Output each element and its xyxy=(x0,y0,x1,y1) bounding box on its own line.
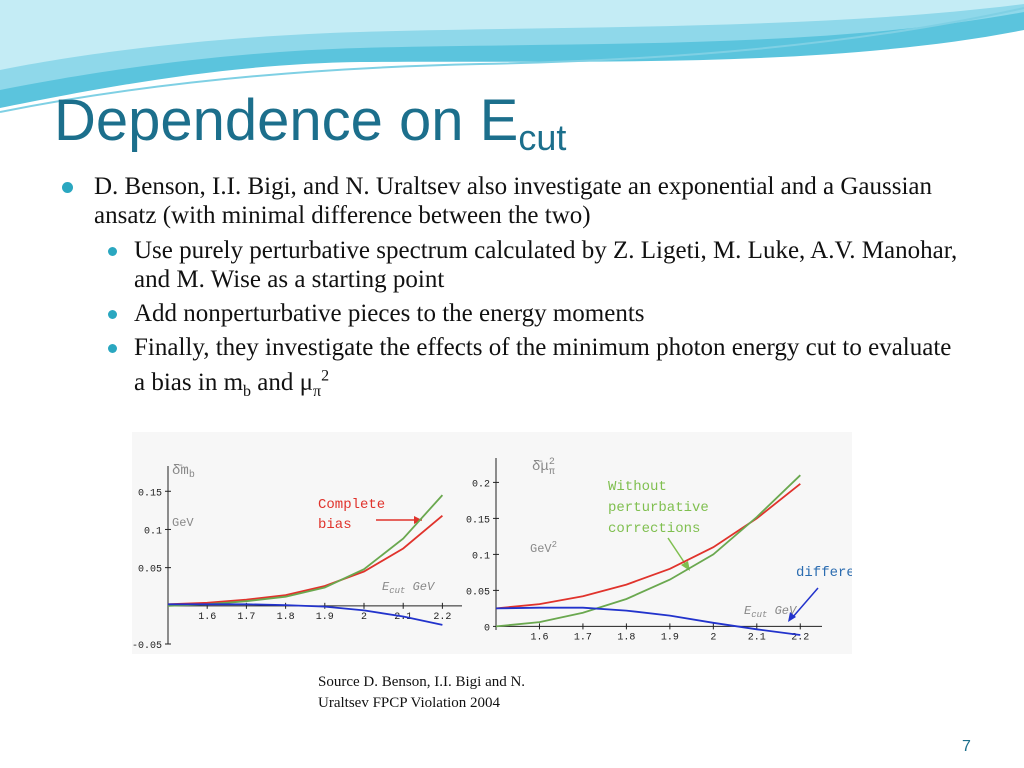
bullet-dot-icon xyxy=(108,344,117,353)
plot-delta-mb: δ̄mb GeV Ecut GeV Complete bias 1.6 1.7 1.… xyxy=(132,463,462,652)
arrow-head-icon xyxy=(788,612,796,622)
annotation-complete: Complete xyxy=(318,497,385,513)
bullet-dot-icon xyxy=(62,182,73,193)
annotation-difference: difference xyxy=(796,565,852,581)
annotation-without: Without xyxy=(608,479,667,495)
bullet-level2: Use purely perturbative spectrum calcula… xyxy=(62,236,962,294)
bullet-list: D. Benson, I.I. Bigi, and N. Uraltsev al… xyxy=(62,172,962,411)
plot-delta-mupi: δ̄μ2 π GeV2 Ecut GeV Without perturbative… xyxy=(466,457,852,643)
x-tick-label: 2 xyxy=(710,632,716,643)
source-citation: Source D. Benson, I.I. Bigi and N. Uralt… xyxy=(318,674,526,711)
series-line xyxy=(167,515,443,606)
title-subscript: cut xyxy=(518,117,567,158)
bullet-text: Add nonperturbative pieces to the energy… xyxy=(134,300,645,327)
x-tick-label: 1.7 xyxy=(574,632,592,643)
bullet-level1: D. Benson, I.I. Bigi, and N. Uraltsev al… xyxy=(62,172,962,230)
x-tick-label: 1.7 xyxy=(237,612,255,623)
y-tick-label: 0 xyxy=(484,623,490,634)
y-tick-label: 0.2 xyxy=(472,479,490,490)
y-tick-label: 0.1 xyxy=(472,551,490,562)
title-main: Dependence on E xyxy=(54,88,519,153)
plot1-xlabel: Ecut GeV xyxy=(382,580,436,596)
y-tick-label: 0.15 xyxy=(466,515,490,526)
series-line xyxy=(495,474,801,628)
arrow-head-icon xyxy=(414,516,422,524)
bullet-level2: Add nonperturbative pieces to the energy… xyxy=(62,299,962,328)
x-tick-label: 2.1 xyxy=(748,632,766,643)
y-tick-label: 0.15 xyxy=(138,488,162,499)
series-line xyxy=(168,603,443,626)
page-number: 7 xyxy=(962,738,971,755)
y-tick-label: 0.05 xyxy=(138,565,162,576)
slide-title: Dependence on Ecut xyxy=(54,92,566,156)
series-line xyxy=(495,606,801,636)
bullet-dot-icon xyxy=(108,310,117,319)
y-tick-label: 0.05 xyxy=(466,587,490,598)
x-tick-label: 1.8 xyxy=(277,612,295,623)
plot2-ylabel: δ̄μ2 π xyxy=(532,457,555,478)
x-tick-label: 1.9 xyxy=(316,612,334,623)
annotation-corrections: corrections xyxy=(608,521,700,537)
x-tick-label: 2.2 xyxy=(791,632,809,643)
bullet-text: D. Benson, I.I. Bigi, and N. Uraltsev al… xyxy=(94,173,933,229)
plot1-yunit: GeV xyxy=(172,516,194,530)
y-tick-label: -0.05 xyxy=(132,641,162,652)
annotation-arrow xyxy=(791,587,819,619)
bullet-text: Finally, they investigate the effects of… xyxy=(134,334,952,401)
bullet-level2: Finally, they investigate the effects of… xyxy=(62,333,962,406)
bullet-dot-icon xyxy=(108,247,117,256)
x-tick-label: 1.6 xyxy=(530,632,548,643)
x-tick-label: 1.8 xyxy=(617,632,635,643)
plot2-yunit: GeV2 xyxy=(530,540,557,556)
x-tick-label: 1.6 xyxy=(198,612,216,623)
annotation-perturbative: perturbative xyxy=(608,500,709,516)
x-tick-label: 1.9 xyxy=(661,632,679,643)
annotation-bias: bias xyxy=(318,517,352,533)
figure-plots: δ̄mb GeV Ecut GeV Complete bias 1.6 1.7 1.… xyxy=(132,432,852,654)
x-tick-label: 2.2 xyxy=(433,612,451,623)
header-wave-decoration xyxy=(0,0,1024,113)
y-tick-label: 0.1 xyxy=(144,526,162,537)
x-tick-label: 2 xyxy=(361,612,367,623)
bullet-text: Use purely perturbative spectrum calcula… xyxy=(134,237,958,293)
